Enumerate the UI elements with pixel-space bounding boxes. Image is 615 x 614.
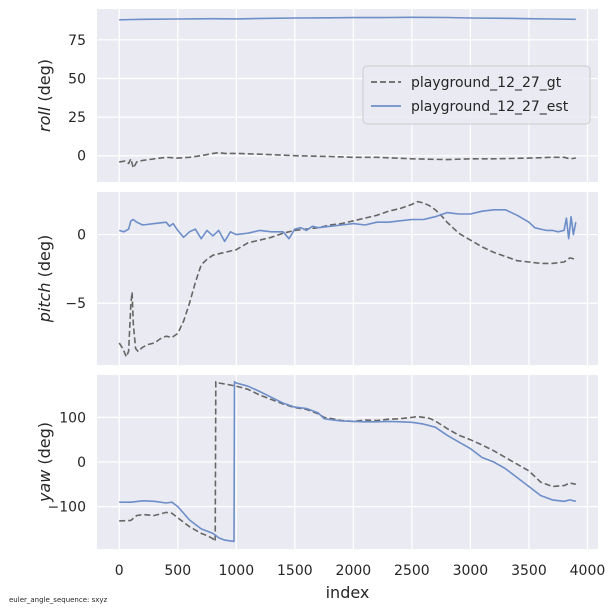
x-tick-label: 0 (115, 563, 124, 579)
y-tick-label: 50 (68, 72, 86, 88)
x-tick-label: 500 (164, 563, 191, 579)
footnote: euler_angle_sequence: sxyz (9, 596, 108, 604)
y-tick-label: 0 (77, 455, 86, 471)
y-tick-label: 100 (59, 410, 86, 426)
gt-series-line (118, 200, 576, 358)
y-tick-label: −100 (48, 500, 86, 516)
x-tick-label: 2000 (336, 563, 372, 579)
plot-background (97, 192, 598, 365)
x-tick-label: 3500 (511, 563, 547, 579)
y-tick-label: 0 (77, 228, 86, 244)
yaw-panel: −100 0 100 yaw (deg) 0 500 1000 1500 2000 2500 300… (35, 375, 605, 602)
x-tick-label: 4000 (570, 563, 606, 579)
x-tick-label: 2500 (394, 563, 430, 579)
gt-series-line (119, 151, 576, 169)
legend-label: playground_12_27_est (411, 99, 569, 115)
est-series-line (118, 209, 577, 243)
y-axis-label: roll (deg) (35, 59, 54, 132)
pitch-panel: −5 0 pitch (deg) (35, 192, 598, 365)
y-tick-label: −5 (65, 296, 86, 312)
est-series-line (119, 16, 576, 21)
y-tick-label: 0 (77, 149, 86, 165)
y-axis-label: pitch (deg) (35, 235, 54, 324)
legend-box (362, 65, 591, 125)
x-tick-label: 1500 (277, 563, 313, 579)
est-series-line (119, 380, 576, 543)
y-tick-label: 25 (68, 110, 86, 126)
legend-label: playground_12_27_gt (411, 75, 562, 91)
y-tick-label: 75 (68, 33, 86, 49)
legend: playground_12_27_gt playground_12_27_est (362, 65, 591, 125)
x-tick-label: 3000 (453, 563, 489, 579)
x-tick-label: 1000 (218, 563, 254, 579)
x-axis-label: index (326, 583, 370, 602)
y-axis-label: yaw (deg) (35, 422, 54, 503)
